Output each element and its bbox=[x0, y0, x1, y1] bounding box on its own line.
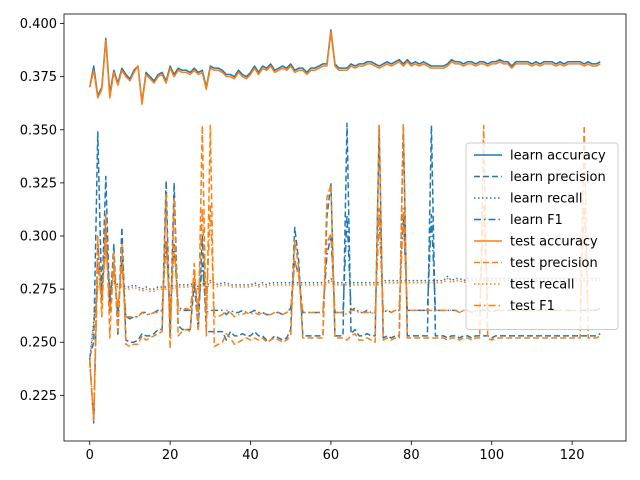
series-line-test-accuracy bbox=[89, 31, 601, 106]
series-line-learn-f1 bbox=[88, 211, 601, 424]
legend-label: learn accuracy bbox=[510, 149, 606, 164]
y-tick-label: 0.225 bbox=[20, 389, 57, 404]
x-tick-label: 40 bbox=[242, 448, 259, 463]
axes: 0 20 40 60 80 100 120 0.225 0.250 0.275 0.300 0.325… bbox=[20, 13, 627, 463]
series-line-test-precision bbox=[88, 124, 601, 422]
x-tick-label: 80 bbox=[403, 448, 420, 463]
y-tick-label: 0.350 bbox=[20, 123, 57, 138]
legend-label: test accuracy bbox=[510, 235, 598, 250]
y-tick-label: 0.275 bbox=[20, 283, 57, 298]
series-line-learn-precision bbox=[89, 122, 601, 358]
x-tick-label: 120 bbox=[560, 448, 585, 463]
y-tick-label: 0.325 bbox=[20, 176, 57, 191]
axes-frame bbox=[63, 13, 627, 442]
legend-box bbox=[465, 142, 619, 330]
y-tick-label: 0.250 bbox=[20, 336, 57, 351]
x-tick-label: 100 bbox=[479, 448, 504, 463]
y-tick-label: 0.375 bbox=[20, 70, 57, 85]
legend-label: learn precision bbox=[510, 170, 606, 185]
x-tick-label: 0 bbox=[86, 448, 94, 463]
legend-label: learn recall bbox=[510, 192, 582, 207]
y-tick-label: 0.400 bbox=[20, 17, 57, 32]
legend-label: test precision bbox=[510, 256, 598, 271]
x-tick-label: 60 bbox=[323, 448, 340, 463]
legend-label: test recall bbox=[510, 278, 575, 293]
legend-label: test F1 bbox=[510, 299, 555, 314]
legend-label: learn F1 bbox=[510, 213, 563, 228]
x-tick-label: 20 bbox=[162, 448, 179, 463]
y-tick-label: 0.300 bbox=[20, 229, 57, 244]
legend: learn accuracy learn precision learn recal… bbox=[465, 142, 619, 330]
series-line-learn-accuracy bbox=[88, 29, 601, 103]
